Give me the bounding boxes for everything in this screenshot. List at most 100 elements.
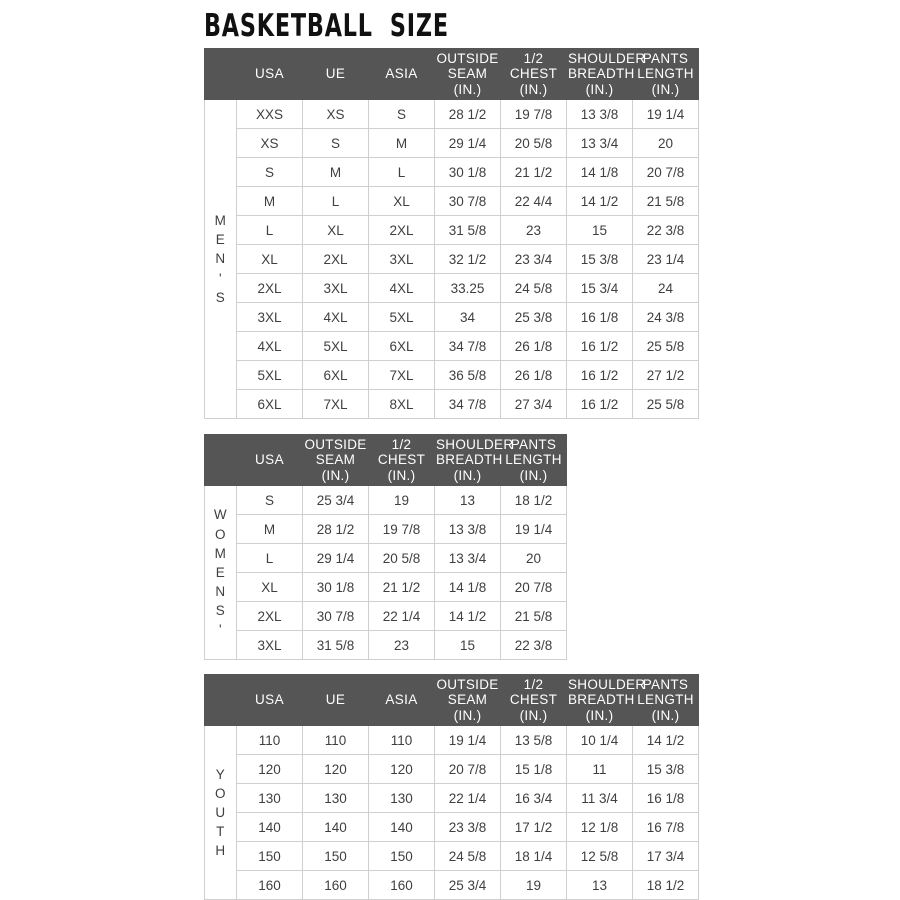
cell-r11-c2: 7XL — [302, 389, 369, 419]
cell-r3-c2: 29 1/4 — [302, 543, 369, 573]
table-row: 3XL 4XL 5XL 34 25 3/8 16 1/8 24 3/8 — [205, 302, 699, 332]
cell-r3-c6: 11 3/4 — [566, 783, 633, 813]
cell-r5-c3: 22 1/4 — [368, 601, 435, 631]
cell-r4-c4: 23 3/8 — [434, 812, 501, 842]
table-row: XS S M 29 1/4 20 5/8 13 3/4 20 — [205, 128, 699, 158]
page-title: BASKETBALL SIZE — [204, 8, 449, 44]
cell-r3-c1: S — [236, 157, 303, 187]
table-row: M E N ' S XXS XS S 28 1/2 19 7/8 13 3/8 19 1/4 — [204, 99, 699, 419]
cell-r2-c6: 13 3/4 — [566, 128, 633, 158]
cell-r1-c6: 13 3/8 — [566, 99, 633, 129]
womens-header-half-chest: 1/2 CHEST (IN.) — [368, 434, 435, 486]
mens-header-usa: USA — [236, 48, 303, 100]
cell-r2-c3: M — [368, 128, 435, 158]
cell-r1-c5: 18 1/2 — [500, 485, 567, 515]
cell-r5-c2: 30 7/8 — [302, 601, 369, 631]
cell-r6-c7: 18 1/2 — [632, 870, 699, 900]
cell-r2-c2: S — [302, 128, 369, 158]
half-chest-line1: 1/2 — [523, 677, 544, 693]
cell-r1-c7: 14 1/2 — [632, 725, 699, 755]
table-row: Y O U T H 110 110 110 19 1/4 13 5/8 10 1/4 14 1… — [204, 725, 699, 900]
cell-r6-c5: 22 3/8 — [500, 630, 567, 660]
cell-r3-c4: 30 1/8 — [434, 157, 501, 187]
table-row: 150 150 150 24 5/8 18 1/4 12 5/8 17 3/4 — [205, 841, 699, 871]
cell-r11-c6: 16 1/2 — [566, 389, 633, 419]
shoulder-line2: BREADTH — [568, 66, 635, 82]
womens-header-pants-length: PANTS LENGTH (IN.) — [500, 434, 567, 486]
half-chest-line1: 1/2 — [523, 51, 544, 67]
youth-header-outside-seam: OUTSIDE SEAM (IN.) — [434, 674, 501, 726]
cell-r1-c1: 110 — [236, 725, 303, 755]
mens-header-corner — [204, 48, 237, 100]
table-row: L XL 2XL 31 5/8 23 15 22 3/8 — [205, 215, 699, 245]
shoulder-line3: (IN.) — [453, 467, 482, 483]
table-row: 140 140 140 23 3/8 17 1/2 12 1/8 16 7/8 — [205, 812, 699, 842]
cell-r5-c3: 150 — [368, 841, 435, 871]
table-row: S M L 30 1/8 21 1/2 14 1/8 20 7/8 — [205, 157, 699, 187]
cell-r6-c2: 31 5/8 — [302, 630, 369, 660]
cell-r3-c2: 130 — [302, 783, 369, 813]
cell-r4-c7: 16 7/8 — [632, 812, 699, 842]
shoulder-line1: SHOULDER — [568, 677, 646, 693]
cell-r1-c5: 13 5/8 — [500, 725, 567, 755]
table-row: 160 160 160 25 3/4 19 13 18 1/2 — [205, 870, 699, 900]
cell-r3-c2: M — [302, 157, 369, 187]
cell-r5-c7: 22 3/8 — [632, 215, 699, 245]
cell-r4-c7: 21 5/8 — [632, 186, 699, 216]
outside-seam-line1: OUTSIDE — [304, 437, 367, 453]
cell-r2-c1: 120 — [236, 754, 303, 784]
cell-r6-c3: 23 — [368, 630, 435, 660]
womens-header-outside-seam: OUTSIDE SEAM (IN.) — [302, 434, 369, 486]
cell-r10-c6: 16 1/2 — [566, 360, 633, 390]
cell-r4-c3: XL — [368, 186, 435, 216]
cell-r4-c1: XL — [236, 572, 303, 602]
cell-r5-c2: 150 — [302, 841, 369, 871]
cell-r11-c5: 27 3/4 — [500, 389, 567, 419]
cell-r6-c6: 15 3/8 — [566, 244, 633, 274]
cell-r6-c1: 3XL — [236, 630, 303, 660]
cell-r3-c1: L — [236, 543, 303, 573]
cell-r9-c2: 5XL — [302, 331, 369, 361]
table-row: 5XL 6XL 7XL 36 5/8 26 1/8 16 1/2 27 1/2 — [205, 360, 699, 390]
cell-r2-c5: 15 1/8 — [500, 754, 567, 784]
cell-r7-c7: 24 — [632, 273, 699, 303]
cell-r1-c4: 28 1/2 — [434, 99, 501, 129]
cell-r1-c4: 13 — [434, 485, 501, 515]
cell-r8-c4: 34 — [434, 302, 501, 332]
outside-seam-line2: SEAM — [447, 66, 488, 82]
mens-header-row: USA UE ASIA OUTSIDE SEAM (IN.) 1/2 CHEST… — [204, 48, 699, 100]
table-row: M 28 1/2 19 7/8 13 3/8 19 1/4 — [205, 514, 567, 544]
cell-r2-c2: 120 — [302, 754, 369, 784]
shoulder-line3: (IN.) — [585, 81, 614, 97]
mens-header-outside-seam: OUTSIDE SEAM (IN.) — [434, 48, 501, 100]
cell-r4-c2: L — [302, 186, 369, 216]
womens-header-shoulder-breadth: SHOULDER BREADTH (IN.) — [434, 434, 513, 486]
cell-r11-c4: 34 7/8 — [434, 389, 501, 419]
table-row: 2XL 30 7/8 22 1/4 14 1/2 21 5/8 — [205, 601, 567, 631]
cell-r9-c7: 25 5/8 — [632, 331, 699, 361]
cell-r4-c4: 14 1/8 — [434, 572, 501, 602]
cell-r2-c1: M — [236, 514, 303, 544]
youth-table-body: Y O U T H 110 110 110 19 1/4 13 5/8 10 1/4 14 1… — [204, 725, 699, 900]
outside-seam-line2: SEAM — [315, 452, 356, 468]
youth-header-half-chest: 1/2 CHEST (IN.) — [500, 674, 567, 726]
cell-r3-c7: 16 1/8 — [632, 783, 699, 813]
table-row: 120 120 120 20 7/8 15 1/8 11 15 3/8 — [205, 754, 699, 784]
cell-r6-c4: 15 — [434, 630, 501, 660]
pants-line2: LENGTH — [637, 692, 694, 708]
mens-header-ue: UE — [302, 48, 369, 100]
cell-r9-c5: 26 1/8 — [500, 331, 567, 361]
cell-r4-c5: 20 7/8 — [500, 572, 567, 602]
cell-r3-c3: L — [368, 157, 435, 187]
cell-r11-c3: 8XL — [368, 389, 435, 419]
cell-r3-c3: 20 5/8 — [368, 543, 435, 573]
table-row: XL 2XL 3XL 32 1/2 23 3/4 15 3/8 23 1/4 — [205, 244, 699, 274]
youth-header-shoulder-breadth: SHOULDER BREADTH (IN.) — [566, 674, 646, 726]
cell-r2-c2: 28 1/2 — [302, 514, 369, 544]
cell-r4-c3: 21 1/2 — [368, 572, 435, 602]
cell-r2-c6: 11 — [566, 754, 633, 784]
youth-header-usa: USA — [236, 674, 303, 726]
half-chest-line1: 1/2 — [391, 437, 412, 453]
cell-r3-c4: 22 1/4 — [434, 783, 501, 813]
cell-r7-c1: 2XL — [236, 273, 303, 303]
